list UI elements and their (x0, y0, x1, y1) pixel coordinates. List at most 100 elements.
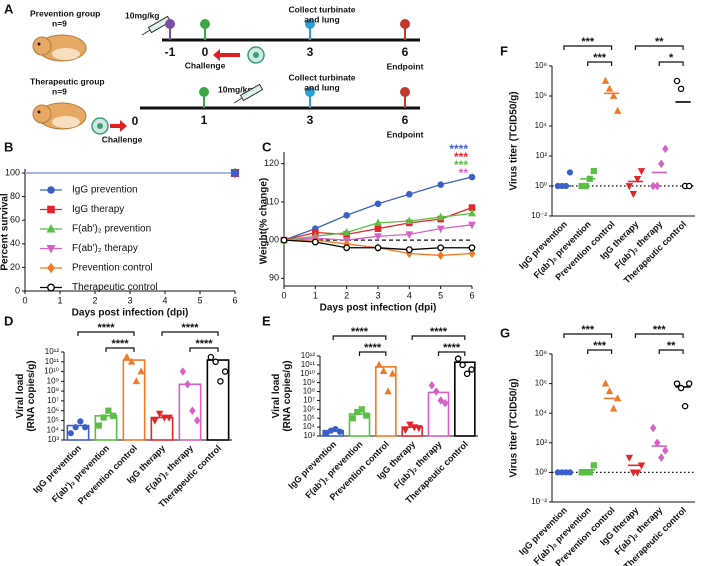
x-tick-label: 0 (281, 290, 286, 300)
marker (336, 428, 343, 435)
marker (342, 228, 351, 236)
x-tick-label: 5 (197, 295, 202, 305)
y-tick-label: 10⁴ (535, 121, 548, 130)
significance-label: *** (593, 340, 607, 352)
marker (673, 77, 681, 85)
group-n: n=9 (52, 86, 67, 96)
y-tick-label: 10¹¹ (45, 357, 60, 366)
timeline-pin-head (400, 87, 410, 97)
marker (67, 430, 74, 437)
significance-bracket (563, 45, 613, 50)
marker (590, 462, 597, 469)
marker (46, 223, 56, 233)
hamster-head (32, 36, 52, 56)
y-tick-label: 90 (269, 273, 279, 283)
bar (427, 391, 450, 437)
significance-label: *** (581, 324, 595, 336)
marker (613, 106, 622, 114)
y-axis-label: Virus titer (TCID50/g) (509, 378, 520, 477)
marker (637, 168, 646, 176)
marker (437, 396, 444, 405)
y-tick-label: 10⁷ (47, 396, 59, 405)
marker (207, 353, 215, 361)
marker (184, 380, 191, 389)
marker (609, 91, 618, 99)
timeline-pin-head (305, 19, 315, 29)
significance-label: **** (351, 326, 369, 338)
y-tick-label: 10⁰ (535, 468, 547, 477)
syringe-needle (141, 29, 151, 36)
marker (459, 361, 466, 369)
significance-bracket (658, 349, 684, 354)
y-tick-label: 10⁶ (535, 91, 547, 100)
marker (379, 366, 388, 374)
marker (653, 438, 661, 448)
marker (343, 211, 350, 219)
y-tick-label: 10⁷ (303, 396, 315, 405)
marker (437, 250, 445, 260)
collect-label: and lung (304, 14, 339, 24)
marker (311, 238, 319, 246)
marker (405, 216, 414, 225)
challenge-label: Challenge (185, 60, 226, 70)
day-label: 0 (202, 45, 209, 59)
day-label: 1 (201, 113, 208, 127)
marker (658, 159, 665, 169)
y-tick-label: 80 (10, 191, 20, 201)
marker (155, 410, 164, 418)
y-tick-label: 120 (264, 158, 279, 168)
marker (436, 225, 445, 234)
significance-label: *** (454, 158, 468, 172)
marker (47, 205, 55, 214)
marker (363, 412, 370, 419)
x-tick-label: 3 (375, 290, 380, 300)
challenge-label: Challenge (102, 134, 143, 144)
dose-label: 10mg/kg (125, 10, 160, 20)
bar (178, 383, 202, 441)
marker (193, 416, 201, 425)
y-axis-label: Viral load (271, 374, 282, 419)
significance-label: * (669, 52, 674, 64)
significance-bracket (105, 347, 135, 352)
significance-label: **** (97, 322, 115, 334)
x-tick-label: 2 (344, 290, 349, 300)
marker (137, 367, 145, 375)
y-tick-label: 10² (535, 151, 547, 160)
marker (625, 454, 634, 462)
marker (231, 169, 239, 177)
significance-label: **** (430, 326, 448, 338)
y-tick-label: 10⁶ (535, 379, 547, 388)
legend-label: Prevention control (72, 263, 153, 274)
y-tick-label: 100 (264, 234, 279, 244)
marker (633, 469, 642, 477)
marker (613, 394, 622, 402)
significance-label: ** (655, 36, 664, 48)
marker (601, 379, 610, 387)
marker (468, 173, 476, 181)
bar (454, 361, 476, 437)
y-tick-label: 10³ (303, 431, 315, 440)
y-tick-label: 10⁶ (47, 406, 59, 415)
marker (625, 183, 634, 191)
significance-bracket (587, 349, 613, 354)
x-tick-label: 2 (92, 295, 97, 305)
day-label: 3 (307, 113, 314, 127)
marker (160, 414, 169, 422)
y-tick-label: 10¹¹ (301, 360, 316, 369)
timeline-pin-head (200, 19, 210, 29)
marker (374, 225, 382, 232)
virus-core (97, 123, 103, 129)
significance-label: **** (111, 338, 129, 350)
significance-bracket (332, 335, 387, 340)
marker (217, 378, 224, 385)
marker (681, 402, 689, 410)
marker (405, 231, 414, 239)
y-tick-label: 10⁴ (47, 425, 60, 434)
marker (401, 426, 410, 434)
marker (100, 414, 107, 421)
marker (47, 283, 55, 292)
significance-bracket (658, 61, 684, 66)
marker (662, 144, 669, 154)
x-tick-label: 6 (232, 295, 237, 305)
day-label: 3 (307, 45, 314, 59)
